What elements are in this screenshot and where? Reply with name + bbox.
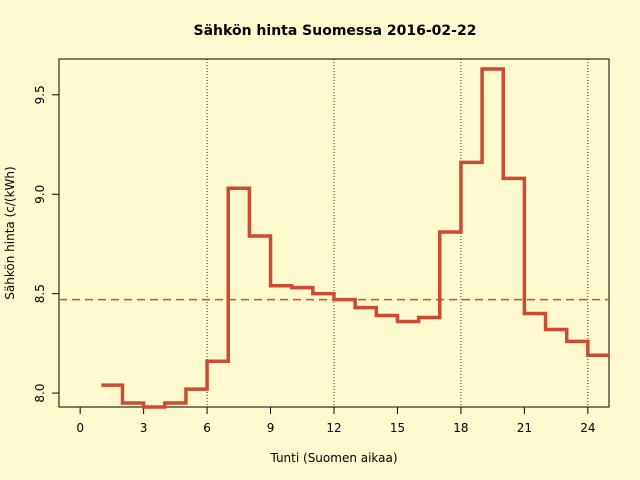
x-tick-label: 0 — [76, 421, 84, 435]
y-tick-label: 8.5 — [33, 284, 47, 303]
x-tick-label: 24 — [580, 421, 595, 435]
x-axis: 0 3 6 9 12 15 18 21 24 — [76, 407, 595, 435]
x-tick-label: 15 — [390, 421, 405, 435]
hour-markers — [206, 59, 589, 407]
y-axis: 8.0 8.5 9.0 9.5 — [33, 85, 59, 403]
price-series-line — [101, 67, 609, 409]
x-tick-label: 18 — [453, 421, 468, 435]
x-tick-label: 6 — [203, 421, 211, 435]
x-tick-label: 3 — [140, 421, 148, 435]
chart-title: Sähkön hinta Suomessa 2016-02-22 — [194, 23, 477, 39]
x-tick-label: 21 — [517, 421, 532, 435]
x-tick-label: 12 — [326, 421, 341, 435]
x-tick-label: 9 — [267, 421, 275, 435]
x-axis-label: Tunti (Suomen aikaa) — [269, 451, 397, 465]
y-tick-label: 9.5 — [33, 85, 47, 104]
y-tick-label: 8.0 — [33, 384, 47, 403]
y-axis-label: Sähkön hinta (c/(kWh) — [3, 166, 17, 299]
y-tick-label: 9.0 — [33, 185, 47, 204]
